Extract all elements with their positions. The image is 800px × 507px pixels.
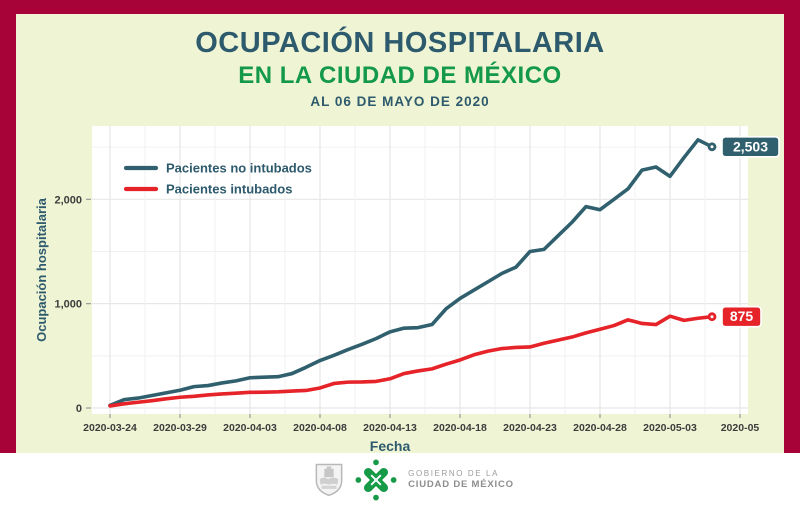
line-pacientes-no-intubados [108,138,714,408]
x-tick-label: 2020-03-24 [83,422,137,434]
line-pacientes-intubados [108,314,714,408]
end-value-badge [721,305,762,328]
end-value-label: 2,503 [733,138,768,154]
escudo-cdmx-icon [315,463,343,497]
x-tick-label: 2020-04-13 [363,422,417,434]
gov-line-2: CIUDAD DE MÉXICO [408,479,514,491]
x-tick-label: 2020-03-29 [153,422,207,434]
end-value-badge [721,136,780,158]
page-title: OCUPACIÓN HOSPITALARIA [195,27,605,59]
y-axis-title: Ocupación hospitalaria [34,197,49,342]
x-tick-label: 2020-04-28 [573,422,627,434]
x-tick-label: 2020-04-08 [293,422,347,434]
y-tick-label: 1,000 [54,299,82,311]
end-value-label: 875 [730,308,754,324]
end-point-marker-center [710,145,714,149]
y-tick-label: 0 [76,403,82,415]
y-tick-label: 2,000 [54,194,82,206]
chart-svg: 2020-03-24 2020-03-29 2020-04-03 2020-04-08… [34,126,780,454]
cdmx-logo-icon [355,459,397,501]
line-chart: 2020-03-24 2020-03-29 2020-04-03 2020-04-08… [32,124,800,467]
header: OCUPACIÓN HOSPITALARIA EN LA CIUDAD DE M… [16,27,784,109]
x-tick-label: 2020-04-03 [223,422,277,434]
footer: GOBIERNO DE LA CIUDAD DE MÉXICO [0,453,800,507]
x-axis-title: Fecha [370,438,411,454]
infographic-card: OCUPACIÓN HOSPITALARIA EN LA CIUDAD DE M… [0,0,800,454]
x-tick-label: 2020-04-23 [503,422,557,434]
end-point-marker-center [710,315,714,319]
x-tick-label: 2020-05 [721,422,760,434]
date-subtitle: AL 06 DE MAYO DE 2020 [310,94,490,109]
government-wordmark: GOBIERNO DE LA CIUDAD DE MÉXICO [408,469,514,491]
legend-label: Pacientes intubados [166,182,292,197]
gov-line-1: GOBIERNO DE LA [408,469,500,479]
x-tick-label: 2020-05-03 [643,422,697,434]
page-subtitle: EN LA CIUDAD DE MÉXICO [238,62,562,89]
x-tick-label: 2020-04-18 [433,422,487,434]
legend-label: Pacientes no intubados [166,161,312,176]
